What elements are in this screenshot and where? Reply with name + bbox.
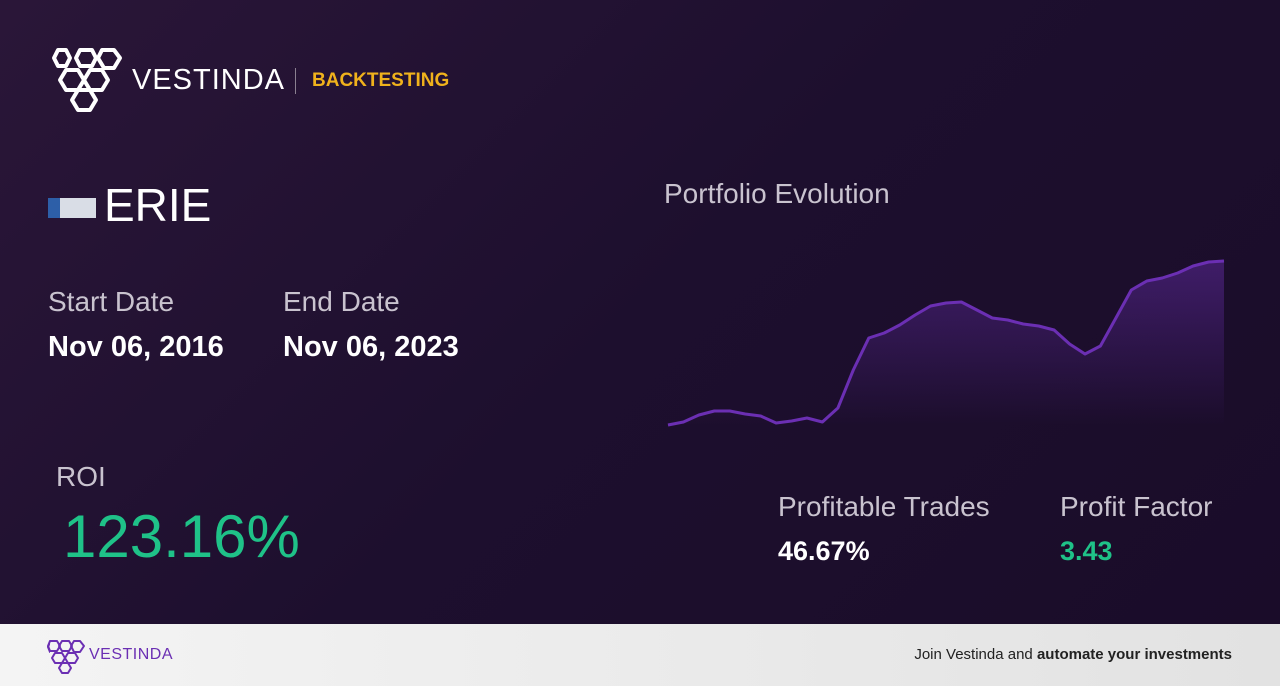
profitable-label: Profitable Trades — [778, 491, 990, 522]
start-label: Start Date — [48, 286, 175, 317]
line-area — [668, 261, 1224, 425]
start-value: Nov 06, 2016 — [48, 331, 224, 363]
ticker: ERIE — [104, 179, 212, 231]
footer-brand: VESTINDA — [89, 646, 174, 663]
cta-bold: automate your investments — [1036, 646, 1232, 663]
logo-icon — [52, 48, 122, 112]
card: VESTINDA BACKTESTING ERIE Start Date Nov… — [0, 0, 1280, 624]
profitable-value: 46.67% — [778, 536, 870, 566]
footer-cta: Join Vestinda and automate your investme… — [914, 646, 1232, 663]
footer-logo — [47, 640, 85, 674]
section-label: BACKTESTING — [312, 70, 450, 91]
divider — [295, 68, 296, 94]
chart — [667, 259, 1225, 427]
chart-title: Portfolio Evolution — [664, 178, 890, 209]
factor-value: 3.43 — [1060, 536, 1113, 566]
line — [667, 259, 1225, 427]
end-label: End Date — [283, 286, 400, 317]
footer: VESTINDA Join Vestinda and automate your… — [0, 624, 1280, 686]
roi-value: 123.16% — [63, 503, 300, 570]
end-value: Nov 06, 2023 — [283, 331, 459, 363]
factor-label: Profit Factor — [1060, 491, 1213, 522]
asset-logo — [48, 198, 96, 218]
brand: VESTINDA — [132, 64, 286, 96]
roi-label: ROI — [56, 461, 106, 492]
cta-plain: Join Vestinda and — [914, 646, 1033, 663]
